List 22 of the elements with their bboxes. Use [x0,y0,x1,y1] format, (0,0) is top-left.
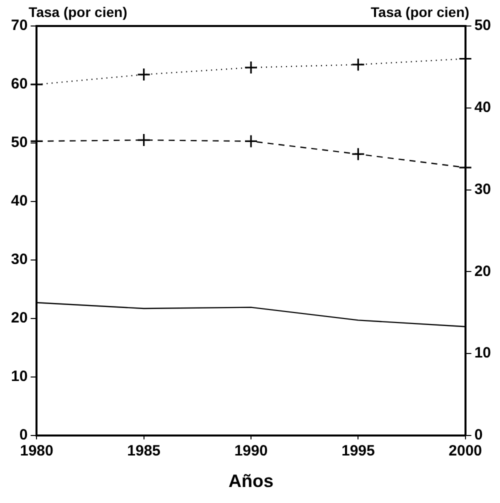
x-tick-label: 1985 [127,442,161,460]
y2-tick-label: 40 [474,99,492,116]
y-tick-label: 20 [10,310,28,327]
x-tick-label: 1990 [234,442,268,460]
y-tick-label: 0 [19,426,28,444]
y2-tick-label: 20 [474,262,492,280]
x-tick-label: 2000 [448,442,482,460]
y2-tick-label: 0 [474,426,483,444]
x-axis-title: Años [228,471,274,492]
y2-tick-label: 30 [474,180,492,198]
y-tick-label: 50 [10,134,28,152]
y-tick-label: 70 [10,17,28,34]
x-tick-label: 1995 [341,442,375,460]
y2-tick-label: 10 [474,344,492,362]
y-tick-label: 40 [10,192,28,210]
y-tick-label: 30 [10,251,28,268]
y2-axis-title: Tasa (por cien) [370,4,470,20]
y2-tick-label: 50 [474,17,492,34]
x-tick-label: 1980 [20,442,54,460]
y-axis-title: Tasa (por cien) [28,4,128,20]
y-tick-label: 60 [10,76,28,93]
y-tick-label: 10 [10,368,28,386]
